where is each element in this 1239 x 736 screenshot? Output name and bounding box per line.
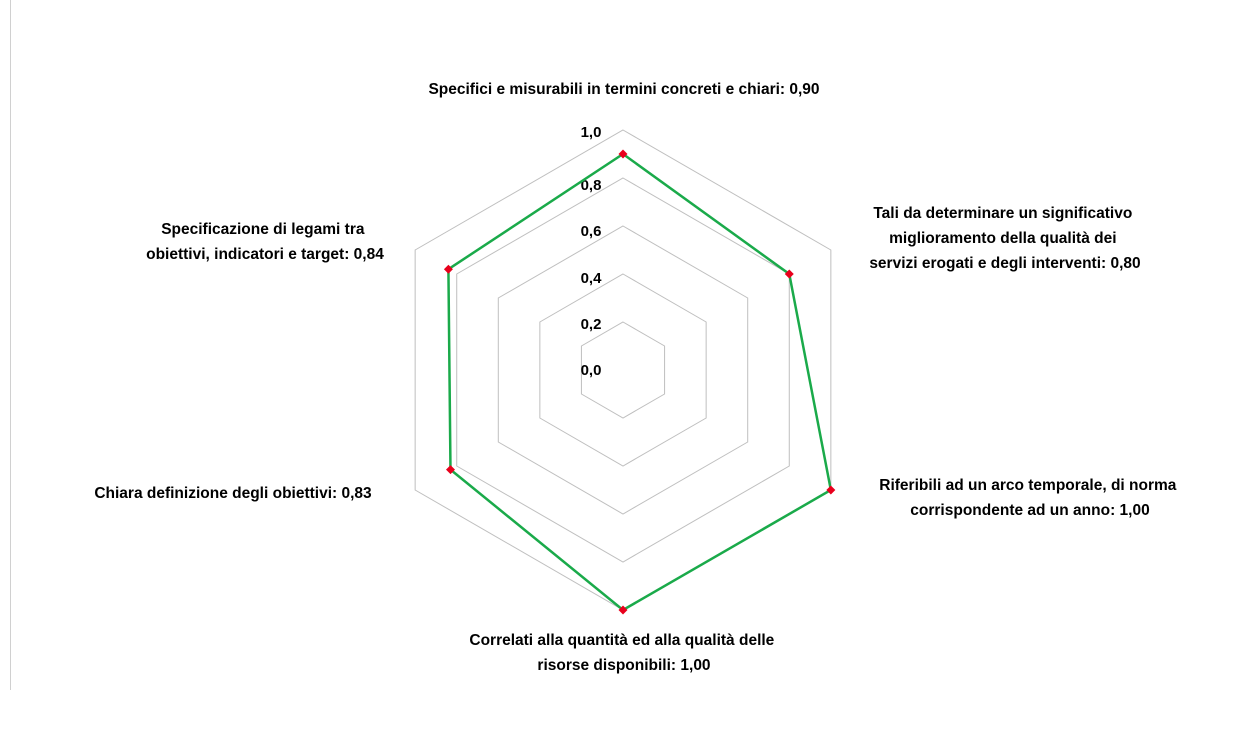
tick-label: 0,2 xyxy=(581,316,602,333)
category-label-2: Tali da determinare un significativo mig… xyxy=(869,205,1140,272)
tick-label: 0,8 xyxy=(581,177,602,194)
grid-ring xyxy=(414,129,832,611)
category-label-4: Correlati alla quantità ed alla qualità … xyxy=(469,632,778,674)
grid-ring xyxy=(456,177,790,563)
category-label-5: Chiara definizione degli obiettivi: 0,83 xyxy=(94,485,372,502)
series-line xyxy=(447,152,833,612)
data-point-marker xyxy=(445,465,455,475)
tick-label: 0,4 xyxy=(581,270,603,287)
category-label-3: Riferibili ad un arco temporale, di norm… xyxy=(879,477,1180,519)
grid-ring xyxy=(497,225,749,515)
grid-ring xyxy=(539,273,707,467)
category-label-1: Specifici e misurabili in termini concre… xyxy=(428,81,819,98)
tick-label: 1,0 xyxy=(581,124,602,141)
data-series xyxy=(443,149,836,615)
grid-ring xyxy=(580,321,666,419)
data-point-marker xyxy=(618,149,628,159)
category-label-6: Specificazione di legami tra obiettivi, … xyxy=(146,221,384,263)
data-point-marker xyxy=(826,485,836,495)
radar-grid xyxy=(414,129,832,611)
data-point-marker xyxy=(784,269,794,279)
tick-label: 0,6 xyxy=(581,223,602,240)
data-point-marker xyxy=(618,605,628,615)
tick-label: 0,0 xyxy=(581,362,602,379)
radial-axis-ticks: 0,0 0,2 0,4 0,6 0,8 1,0 xyxy=(581,124,603,379)
left-border-line xyxy=(10,0,11,690)
data-point-marker xyxy=(443,264,453,274)
category-labels: Specifici e misurabili in termini concre… xyxy=(94,81,1180,674)
